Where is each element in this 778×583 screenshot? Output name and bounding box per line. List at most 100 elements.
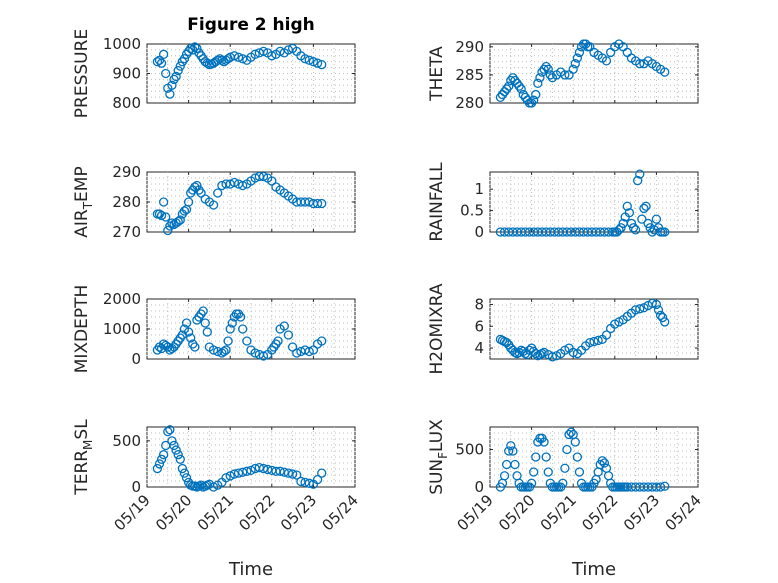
data-point bbox=[175, 215, 185, 225]
data-point bbox=[292, 470, 302, 480]
panel-pressure: 800 900 1000 PRESSURE bbox=[72, 29, 356, 118]
data-point bbox=[217, 55, 227, 65]
x-tick-label: 05/22 bbox=[235, 491, 278, 534]
y-tick-label: 500 bbox=[112, 432, 141, 450]
data-point bbox=[158, 49, 169, 59]
data-point bbox=[283, 330, 294, 340]
data-point bbox=[312, 474, 323, 485]
data-point bbox=[163, 225, 173, 236]
data-point bbox=[229, 51, 240, 61]
y-tick-label: 0 bbox=[474, 478, 484, 496]
data-point bbox=[198, 306, 208, 316]
data-point bbox=[213, 188, 223, 198]
data-point bbox=[660, 481, 670, 491]
data-point bbox=[543, 64, 553, 74]
data-point bbox=[183, 327, 194, 337]
data-point bbox=[529, 467, 539, 477]
data-point bbox=[533, 78, 543, 88]
data-point bbox=[262, 464, 273, 475]
data-point bbox=[589, 336, 599, 347]
y-tick-label: 0 bbox=[131, 350, 141, 368]
data-point bbox=[279, 467, 289, 477]
data-point bbox=[250, 49, 260, 59]
y-tick-label: 280 bbox=[112, 193, 141, 211]
data-point bbox=[219, 346, 229, 357]
data-point bbox=[258, 171, 269, 182]
data-point bbox=[258, 46, 269, 57]
x-tick-label: 05/19 bbox=[454, 491, 497, 534]
y-tick-label: 4 bbox=[474, 339, 484, 357]
data-point bbox=[179, 54, 190, 64]
data-point bbox=[655, 310, 666, 321]
data-point bbox=[175, 454, 185, 464]
data-point bbox=[223, 336, 233, 346]
data-point bbox=[254, 462, 264, 473]
data-point bbox=[171, 71, 181, 82]
y-tick-label: 270 bbox=[112, 223, 141, 241]
figure-title: Figure 2 high bbox=[187, 15, 315, 35]
data-point bbox=[258, 351, 269, 361]
data-point bbox=[283, 468, 294, 478]
panel-h2omixra: 4 6 8 H2OMIXRA bbox=[427, 283, 699, 375]
data-point bbox=[560, 463, 570, 473]
data-point bbox=[601, 56, 612, 66]
data-point bbox=[275, 466, 285, 476]
data-point bbox=[167, 436, 177, 446]
data-point bbox=[250, 348, 260, 358]
data-point bbox=[208, 345, 219, 355]
y-axis-label: PRESSURE bbox=[72, 29, 92, 118]
data-point bbox=[317, 60, 327, 70]
data-point bbox=[167, 218, 177, 228]
data-point bbox=[560, 70, 570, 80]
data-point bbox=[499, 471, 510, 481]
data-point bbox=[304, 478, 314, 488]
data-point bbox=[655, 482, 666, 492]
data-point bbox=[186, 43, 196, 54]
data-point bbox=[242, 336, 252, 346]
y-tick-label: 285 bbox=[455, 66, 484, 84]
y-tick-label: 1000 bbox=[103, 320, 141, 338]
data-point bbox=[601, 330, 612, 340]
data-point bbox=[229, 177, 240, 188]
data-point bbox=[568, 64, 578, 74]
data-point bbox=[173, 65, 183, 76]
y-axis-label: SUNFLUX bbox=[427, 419, 450, 495]
y-axis-label: H2OMIXRA bbox=[427, 283, 447, 374]
data-point bbox=[647, 298, 657, 309]
data-point bbox=[238, 180, 248, 191]
data-point bbox=[190, 342, 200, 352]
y-axis-label: THETA bbox=[427, 46, 447, 102]
data-point bbox=[570, 59, 580, 69]
data-point bbox=[208, 482, 219, 492]
data-point bbox=[660, 317, 670, 327]
data-point bbox=[267, 51, 277, 61]
data-point bbox=[547, 352, 558, 362]
data-point bbox=[574, 47, 585, 58]
data-point bbox=[501, 84, 512, 94]
data-point bbox=[541, 452, 551, 462]
data-point bbox=[154, 459, 165, 469]
data-point bbox=[161, 212, 171, 222]
data-point bbox=[229, 469, 240, 479]
data-point bbox=[312, 58, 323, 68]
x-tick-label: 05/22 bbox=[578, 491, 621, 534]
data-point bbox=[653, 305, 664, 315]
y-tick-label: 280 bbox=[455, 94, 484, 112]
data-point bbox=[233, 468, 244, 478]
data-point bbox=[242, 466, 252, 476]
data-point bbox=[279, 321, 289, 331]
data-point bbox=[572, 452, 583, 462]
data-point bbox=[152, 463, 163, 474]
data-point bbox=[660, 227, 670, 237]
data-point bbox=[317, 336, 327, 346]
data-point bbox=[202, 327, 212, 337]
y-tick-label: 290 bbox=[112, 163, 141, 181]
data-point bbox=[221, 473, 231, 483]
data-point bbox=[233, 52, 244, 62]
data-point bbox=[163, 426, 173, 437]
data-point bbox=[317, 198, 327, 209]
panel-air_temp: 270 280 290 AIRTEMP bbox=[72, 163, 356, 241]
data-point bbox=[300, 477, 310, 488]
data-point bbox=[235, 312, 246, 322]
